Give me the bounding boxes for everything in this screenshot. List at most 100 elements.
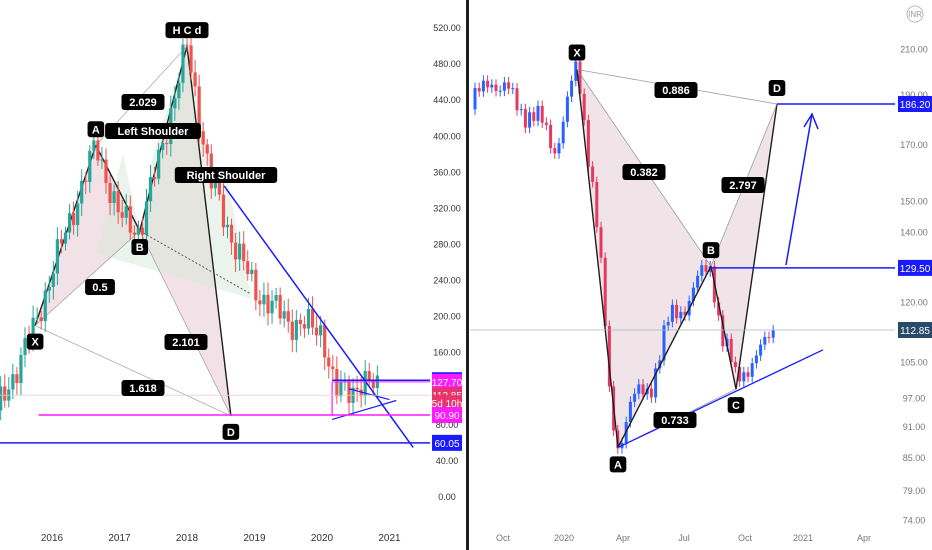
candle-body [675,304,679,319]
candle-body [528,112,532,128]
point-label-c: C [732,400,740,412]
candle-body [347,381,351,403]
candle-body [763,336,767,345]
candle-body [557,143,561,154]
candle-body [80,180,84,204]
right-shoulder-label: Right Shoulder [187,170,267,182]
candle-body [532,112,536,121]
candle-body [193,72,197,87]
left-chart: 0.0040.0080.00120.00160.00200.00240.0028… [0,22,463,544]
left-shoulder-label-bg [105,123,201,139]
candle-body [729,338,733,362]
ratio-label: 0.886 [662,85,690,97]
left-shoulder-label: Left Shoulder [118,126,190,138]
candle-body [658,360,662,369]
ratio-label-bg [622,164,666,180]
candle-body [31,317,35,343]
candle-body [570,80,574,97]
candle-body [225,224,230,228]
pattern-leg [710,266,737,390]
candle-body [771,330,775,338]
candle-body [59,239,64,244]
ratio-label: 2.101 [172,337,200,349]
y-tick-label: 97.00 [903,393,926,403]
candle-body [662,325,666,361]
price-tag-bg [898,259,932,276]
x-tick-label: Oct [496,533,511,543]
ratio-label-bg [653,412,697,428]
candle-body [258,300,262,305]
candle-body [47,286,51,291]
candle-body [302,324,307,329]
candle-body [197,86,201,132]
candle-body [112,191,116,204]
candle-body [254,269,258,301]
candle-body [55,239,59,274]
candle-body [100,159,104,161]
candle-body [315,327,319,336]
x-tick-label: 2019 [243,533,266,544]
x-tick-label: 2018 [176,533,199,544]
candle-body [536,105,540,121]
candle-body [553,148,557,154]
candle-body [355,387,359,390]
candle-body [246,261,250,275]
candle-body [721,315,725,347]
candle-body [586,120,590,167]
triangle-support [331,399,397,421]
x-tick-label: Jul [678,533,690,543]
point-label-d-bg [768,80,786,96]
y-tick-label: 320.00 [433,203,461,213]
price-tag: 90.90 [434,411,459,422]
candle-body [88,150,92,182]
candle-body [704,265,708,272]
candle-body [649,388,653,398]
ratio-label-bg [121,94,165,110]
candle-body [72,213,76,226]
point-label-a-bg [609,456,627,473]
candle-body [213,182,217,189]
x-tick-label: 2021 [793,533,813,543]
candle-body [319,325,323,336]
price-tag: 112.85 [900,326,930,337]
price-tag-bg [898,322,932,338]
candle-body [591,166,595,183]
candle-body [0,386,3,411]
candle-body [339,381,343,397]
y-tick-label: 150.00 [900,197,928,207]
right-shoulder-label-bg [174,167,278,183]
candle-body [502,82,506,91]
pattern-bcd-fill [711,104,777,390]
candle-body [607,326,611,387]
candle-body [574,61,578,81]
ratio-label: 2.029 [129,97,157,109]
candle-body [128,206,132,233]
candle-body [84,180,88,182]
candle-body [217,182,221,195]
candle-body [270,300,274,314]
candle-body [691,287,695,301]
candle-body [717,302,721,316]
candle-body [486,80,490,88]
candle-body [367,371,371,380]
pane-divider[interactable] [466,0,469,550]
candle-body [363,371,367,397]
candle-body [205,144,209,154]
candle-body [578,61,582,94]
y-tick-label: 91.00 [903,422,926,432]
candle-body [628,401,632,423]
candle-body [679,311,683,319]
point-label-a: A [92,124,100,136]
ratio-label-bg [721,177,765,193]
candle-body [266,294,270,314]
candle-body [234,242,238,260]
y-tick-label: 520.00 [433,23,461,33]
projection-arrow [785,113,813,266]
candle-body [63,232,68,244]
point-label-x: X [31,337,39,349]
candle-body [43,290,47,322]
ratio-label: 1.618 [129,383,157,395]
y-tick-label: 105.00 [900,358,928,368]
candle-body [654,368,658,398]
y-tick-label: 79.00 [903,486,926,496]
